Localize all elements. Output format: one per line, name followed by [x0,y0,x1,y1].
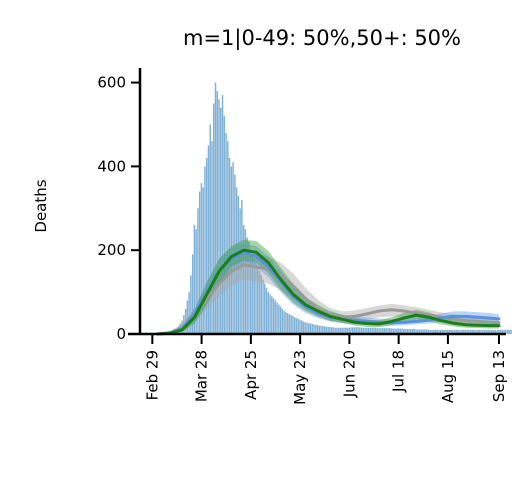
death-bar [289,314,290,334]
x-tick-label: Mar 28 [193,350,211,402]
axes-layer: 0 200 400 600 Feb 29 Mar 28 Apr 25 May 23 Jun 20… [97,68,508,405]
death-bar [509,330,510,334]
x-tick-label: Aug 15 [439,350,457,403]
death-bar [271,296,272,334]
death-bar [310,324,311,334]
x-tick-label: Apr 25 [242,350,260,400]
death-bar [280,307,281,334]
death-bar [320,326,321,334]
death-bar [269,294,270,334]
y-tick-label: 200 [97,241,126,259]
death-bar [268,292,269,334]
death-bar [297,319,298,334]
death-bar [292,316,293,334]
death-bar [224,116,225,334]
x-tick-label: Jun 20 [340,350,358,398]
chart-title: m=1|0-49: 50%,50+: 50% [183,26,461,51]
death-bar [303,321,304,334]
death-bar [222,95,223,334]
death-bar [276,303,277,334]
death-bar [313,324,314,334]
death-bar [283,311,284,334]
x-tick-label: Feb 29 [143,350,161,400]
death-bar [294,317,295,334]
x-tick-label: Jul 18 [390,350,408,393]
death-bar [275,300,276,334]
death-bar [315,325,316,334]
death-bar [290,315,291,334]
death-bar [266,288,267,334]
y-axis-label: Deaths [32,179,50,232]
death-bar [218,99,219,334]
death-bar [507,330,508,334]
y-tick-label: 0 [116,325,126,343]
death-bar [225,133,226,334]
death-bar [273,298,274,334]
death-bar [305,322,306,334]
death-bar [282,309,283,334]
y-tick-label: 600 [97,74,126,92]
death-bar [299,320,300,334]
death-bar [220,108,221,334]
death-bar [312,324,313,334]
death-bar [264,284,265,334]
death-bar [188,292,189,334]
death-bar [278,305,279,334]
x-tick-label: Sep 13 [490,350,508,402]
death-bar [319,326,320,334]
death-bar [301,321,302,334]
death-bar [261,275,262,334]
death-bar [285,312,286,334]
death-bar [211,141,212,334]
death-bar [287,313,288,334]
death-bar [306,323,307,334]
death-bar [308,323,309,334]
death-bar [229,158,230,334]
death-bar [296,318,297,334]
death-bar [317,325,318,334]
death-bar [227,141,228,334]
death-bar [510,330,511,334]
death-bar [262,280,263,334]
x-tick-label: May 23 [291,350,309,405]
y-tick-label: 400 [97,157,126,175]
